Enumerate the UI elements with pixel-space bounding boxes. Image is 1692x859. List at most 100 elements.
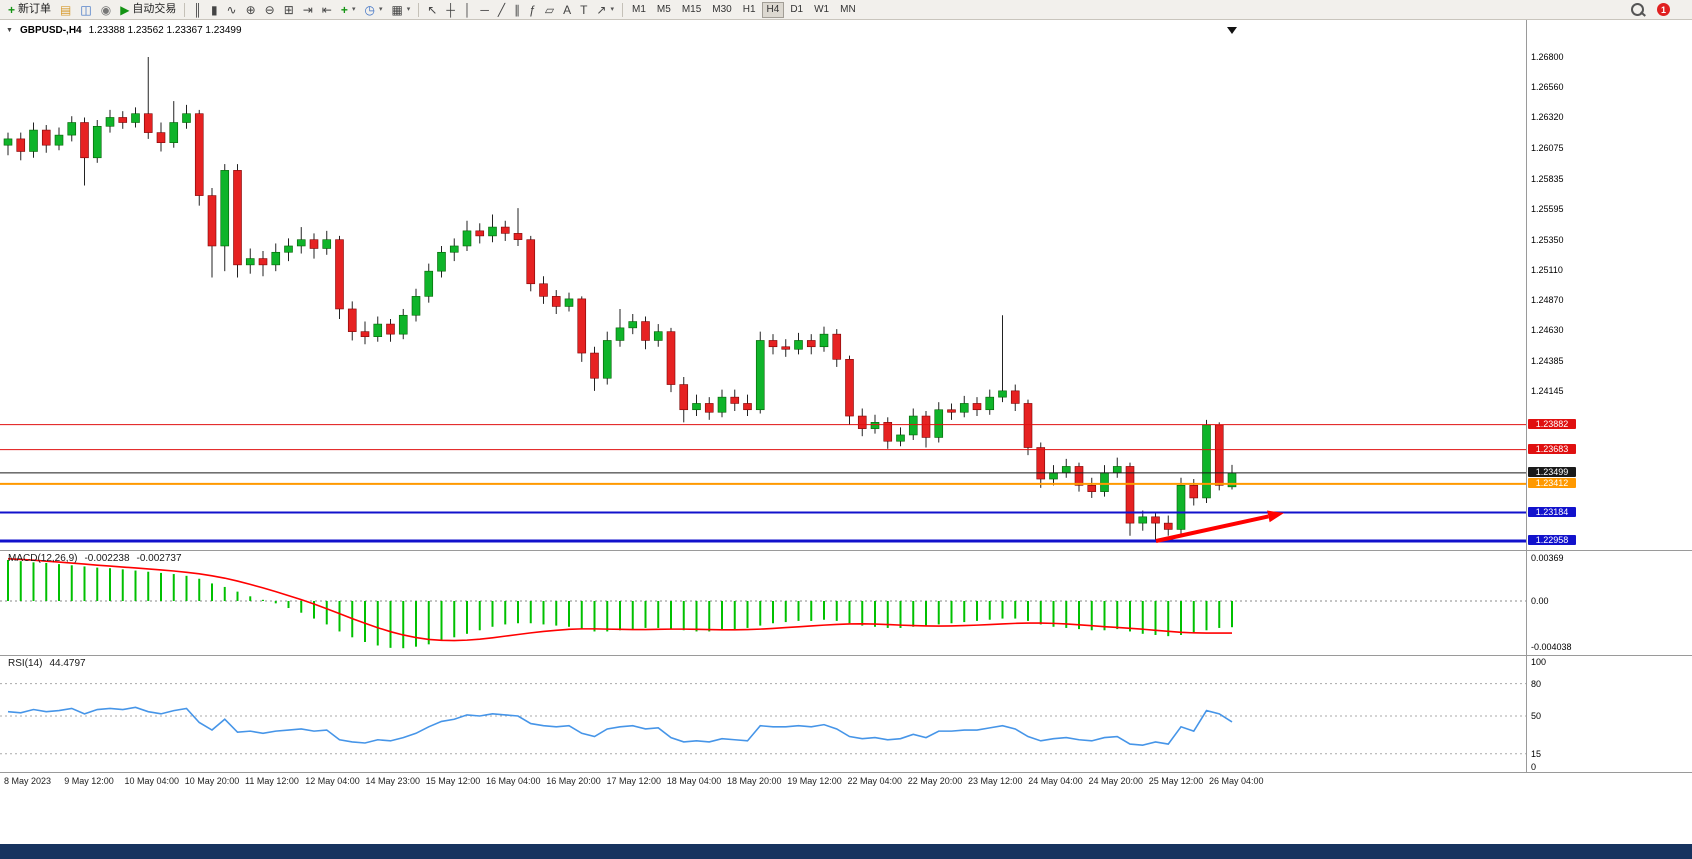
label-tool-button[interactable]: T — [576, 1, 591, 19]
time-axis-label: 15 May 12:00 — [425, 776, 481, 786]
time-axis-label: 18 May 20:00 — [727, 776, 782, 786]
vertical-line-tool-button[interactable]: │ — [460, 1, 476, 19]
timeframe-button-w1[interactable]: W1 — [809, 2, 834, 18]
level-price-label: 1.23499 — [1528, 466, 1576, 477]
autotrading-label: 自动交易 — [132, 3, 177, 15]
zoom-in-button[interactable]: ⊕ — [242, 1, 260, 19]
channel-tool-button[interactable]: ∥ — [510, 1, 524, 19]
trendline-tool-button[interactable]: ╱ — [494, 1, 509, 19]
time-axis-label: 12 May 04:00 — [305, 776, 360, 786]
text-tool-button[interactable]: A — [559, 1, 575, 19]
bar-chart-icon: ║ — [193, 2, 202, 17]
timeframe-button-m15[interactable]: M15 — [677, 2, 706, 18]
macd-scale-label: -0.004038 — [1531, 642, 1572, 652]
new-order-button[interactable]: + 新订单 — [4, 1, 55, 19]
terminal-icon: ◫ — [80, 2, 92, 17]
autoscroll-button[interactable]: ⇥ — [299, 1, 317, 19]
crosshair-tool-button[interactable]: ┼ — [442, 1, 459, 19]
terminal-button[interactable]: ◫ — [76, 1, 95, 19]
symbol-dropdown-icon[interactable]: ▼ — [6, 27, 13, 34]
rsi-scale-label: 0 — [1531, 762, 1537, 772]
level-price-label: 1.22958 — [1528, 535, 1576, 545]
refresh-icon: ◉ — [100, 2, 112, 17]
toolbar: + 新订单 ▤ ◫ ◉ ▶ 自动交易 ║ ▮ ∿ ⊕ ⊖ ⊞ ⇥ ⇤ + ▾ ◷… — [0, 0, 1692, 20]
timeframe-button-m5[interactable]: M5 — [652, 2, 676, 18]
time-axis-label: 16 May 04:00 — [486, 776, 541, 786]
cursor-tool-button[interactable]: ↖ — [423, 1, 441, 19]
horizontal-line-tool-button[interactable]: ─ — [476, 1, 493, 19]
window-bottom-edge — [0, 844, 1692, 859]
macd-label: MACD(12,26,9) -0.002238 -0.002737 — [8, 553, 182, 564]
price-axis-label: 1.25595 — [1531, 203, 1564, 214]
metaeditor-icon: ▤ — [60, 2, 72, 17]
zoom-out-button[interactable]: ⊖ — [261, 1, 279, 19]
autotrading-icon: ▶ — [120, 2, 130, 17]
new-order-label: 新订单 — [18, 3, 52, 15]
toolbar-separator — [418, 2, 420, 17]
clock-icon: ◷ — [364, 2, 375, 17]
time-axis-label: 14 May 23:00 — [365, 776, 421, 786]
fibonacci-icon: ƒ — [529, 2, 536, 17]
shapes-tool-button[interactable]: ▱ — [541, 1, 558, 19]
metaeditor-button[interactable]: ▤ — [56, 1, 75, 19]
chevron-down-icon: ▾ — [378, 6, 383, 13]
tile-windows-icon: ⊞ — [283, 2, 294, 17]
macd-scale-label: 0.00 — [1531, 596, 1549, 606]
timeframe-button-m30[interactable]: M30 — [707, 2, 736, 18]
level-price-label: 1.23683 — [1528, 443, 1576, 454]
price-axis-label: 1.24630 — [1531, 325, 1564, 336]
time-axis-label: 19 May 12:00 — [787, 776, 842, 786]
cursor-icon: ↖ — [427, 2, 438, 17]
trendline-icon: ╱ — [497, 2, 506, 17]
autoscroll-icon: ⇥ — [302, 2, 313, 17]
templates-button[interactable]: ▦ ▾ — [387, 1, 414, 19]
chart-shift-button[interactable]: ⇤ — [318, 1, 336, 19]
periods-button[interactable]: ◷ ▾ — [360, 1, 386, 19]
chart-symbol: GBPUSD-,H4 — [19, 25, 82, 36]
timeframe-button-mn[interactable]: MN — [835, 2, 861, 18]
chevron-down-icon: ▾ — [351, 6, 356, 13]
time-axis-label: 11 May 12:00 — [245, 776, 299, 786]
text-icon: A — [563, 2, 572, 17]
time-axis-label: 17 May 12:00 — [606, 776, 662, 786]
timeframe-group: M1 M5 M15 M30 H1 H4 D1 W1 MN — [627, 1, 861, 18]
zoom-out-icon: ⊖ — [264, 2, 275, 17]
price-axis-label: 1.25110 — [1531, 264, 1563, 275]
notification-badge[interactable]: 1 — [1657, 3, 1670, 16]
timeframe-button-m1[interactable]: M1 — [627, 2, 651, 18]
toolbar-separator — [184, 2, 186, 17]
vertical-line-icon: │ — [463, 2, 472, 17]
time-axis-label: 18 May 04:00 — [666, 776, 722, 786]
macd-scale-label: 0.00369 — [1531, 552, 1564, 563]
time-axis-label: 10 May 20:00 — [184, 776, 240, 786]
price-axis-label: 1.26320 — [1531, 112, 1564, 123]
line-chart-button[interactable]: ∿ — [223, 1, 241, 19]
price-axis-label: 1.24145 — [1531, 386, 1564, 397]
rsi-name: RSI(14) — [8, 658, 43, 669]
timeframe-button-h4[interactable]: H4 — [761, 1, 785, 18]
zoom-in-icon: ⊕ — [245, 2, 256, 17]
arrows-tool-button[interactable]: ↗ ▾ — [592, 1, 618, 19]
rsi-scale-label: 50 — [1531, 711, 1542, 721]
indicators-button[interactable]: + ▾ — [337, 1, 360, 19]
refresh-button[interactable]: ◉ — [97, 1, 115, 19]
rsi-scale-label: 100 — [1531, 657, 1547, 667]
macd-name: MACD(12,26,9) — [8, 553, 78, 564]
bar-chart-button[interactable]: ║ — [189, 1, 206, 19]
tile-windows-button[interactable]: ⊞ — [280, 1, 298, 19]
fibonacci-tool-button[interactable]: ƒ — [525, 1, 540, 19]
timeframe-button-h1[interactable]: H1 — [738, 2, 761, 18]
timeframe-button-d1[interactable]: D1 — [785, 2, 808, 18]
price-axis-label: 1.25350 — [1531, 234, 1564, 245]
horizontal-line-icon: ─ — [480, 2, 489, 17]
price-axis-label: 1.25835 — [1531, 173, 1564, 184]
rsi-scale-label: 15 — [1531, 748, 1542, 759]
time-axis-label: 16 May 20:00 — [546, 776, 601, 786]
search-button[interactable] — [1627, 1, 1648, 19]
candlestick-button[interactable]: ▮ — [207, 1, 222, 19]
level-price-label: 1.23412 — [1528, 477, 1576, 488]
autotrading-button[interactable]: ▶ 自动交易 — [116, 1, 180, 19]
toolbar-separator — [622, 2, 623, 17]
